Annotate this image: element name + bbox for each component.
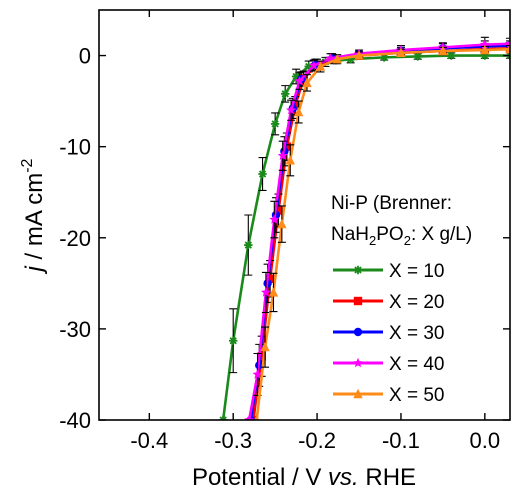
data-point xyxy=(274,206,283,215)
data-point xyxy=(268,287,279,297)
data-point xyxy=(269,214,280,224)
legend: Ni-P (Brenner: NaH2PO2: X g/L) X = 10X =… xyxy=(331,193,472,406)
data-point xyxy=(244,414,255,420)
legend-label: X = 10 xyxy=(389,261,444,282)
x-tick-label: -0.3 xyxy=(214,428,252,453)
series-layer xyxy=(218,36,510,420)
data-point xyxy=(252,369,263,379)
x-axis-title: Potential / V vs. RHE xyxy=(192,464,416,491)
data-point xyxy=(229,336,238,345)
y-tick-label: -20 xyxy=(59,226,91,251)
data-point xyxy=(282,142,292,151)
y-tick-label: -30 xyxy=(59,317,91,342)
legend-title-line1: Ni-P (Brenner: xyxy=(331,193,452,214)
series-line xyxy=(255,47,510,420)
legend-entry-3: X = 30 xyxy=(333,323,444,344)
legend-marker xyxy=(353,296,363,306)
legend-entry-4: X = 40 xyxy=(333,354,444,375)
data-point xyxy=(413,52,422,61)
data-point xyxy=(438,45,448,56)
data-point xyxy=(304,62,313,71)
plot-frame xyxy=(98,9,511,421)
data-point xyxy=(308,60,319,70)
y-tick-label: -10 xyxy=(59,135,91,160)
y-tick-label: -40 xyxy=(59,408,91,433)
legend-marker xyxy=(353,388,363,399)
data-point xyxy=(270,119,280,129)
data-point xyxy=(281,89,290,99)
data-point xyxy=(346,55,355,64)
x-tick-label: -0.1 xyxy=(382,428,420,453)
legend-marker xyxy=(353,327,363,337)
data-point xyxy=(244,240,253,250)
y-tick-label: 0 xyxy=(79,44,91,69)
data-point xyxy=(277,218,287,229)
data-point xyxy=(285,155,295,165)
x-tick-label: 0.0 xyxy=(470,428,501,453)
legend-marker xyxy=(353,265,363,275)
data-point xyxy=(258,169,267,179)
y-axis-title: j / mA cm-2 xyxy=(19,158,48,274)
legend-title-line2: NaH2PO2: X g/L) xyxy=(331,224,472,248)
data-point xyxy=(291,72,301,81)
data-point xyxy=(254,414,260,420)
x-tick-label: -0.2 xyxy=(298,428,336,453)
legend-label: X = 20 xyxy=(389,292,444,313)
data-point xyxy=(396,47,406,58)
data-point xyxy=(354,50,364,60)
legend-label: X = 50 xyxy=(389,385,444,406)
data-point xyxy=(480,51,490,60)
data-point xyxy=(302,77,312,88)
legend-entry-2: X = 20 xyxy=(333,292,444,313)
data-point xyxy=(447,51,456,60)
data-point xyxy=(379,53,389,62)
tick-layer: -0.4 -0.3 -0.2 -0.1 0.0 0 -10 -20 -30 -40 xyxy=(59,10,510,453)
data-point xyxy=(260,341,270,352)
data-point xyxy=(257,352,266,361)
legend-entry-1: X = 10 xyxy=(333,261,444,282)
legend-entry-5: X = 50 xyxy=(333,385,444,406)
data-point xyxy=(265,274,275,283)
x-tick-label: -0.4 xyxy=(130,428,168,453)
data-point xyxy=(480,44,490,55)
legend-marker xyxy=(353,357,363,368)
data-point xyxy=(286,105,297,115)
legend-label: X = 30 xyxy=(389,323,444,344)
legend-label: X = 40 xyxy=(389,354,444,375)
legend-entries: X = 10 X = 20 X = 30 X = 40 X = 50 xyxy=(333,261,444,406)
data-point xyxy=(315,61,326,71)
data-point xyxy=(277,150,288,160)
data-point xyxy=(505,43,510,54)
data-point xyxy=(293,106,304,117)
data-point xyxy=(294,75,305,86)
data-point xyxy=(332,54,342,64)
data-point xyxy=(260,287,271,297)
series-5 xyxy=(254,43,510,420)
series-line xyxy=(247,42,510,420)
